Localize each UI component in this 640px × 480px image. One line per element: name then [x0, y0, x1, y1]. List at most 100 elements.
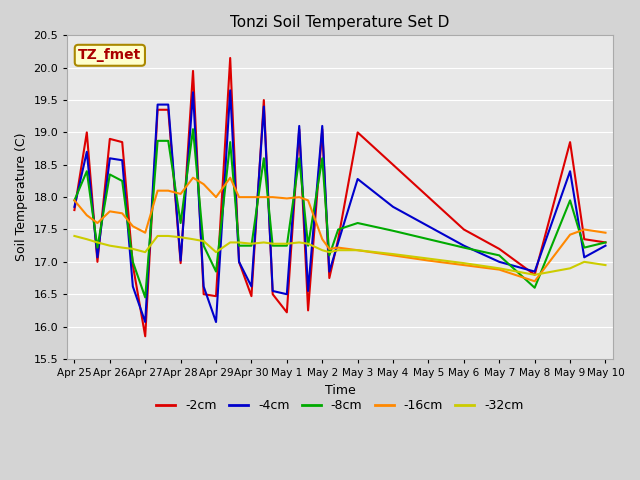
-8cm: [495, 252, 503, 258]
-4cm: [389, 204, 397, 210]
-32cm: [83, 236, 91, 242]
-32cm: [177, 234, 184, 240]
-2cm: [319, 126, 326, 132]
-2cm: [424, 194, 432, 200]
-4cm: [296, 123, 303, 129]
-2cm: [334, 236, 342, 242]
-4cm: [269, 288, 276, 294]
-4cm: [200, 284, 207, 289]
-16cm: [460, 262, 468, 268]
-16cm: [200, 181, 207, 187]
-16cm: [566, 232, 574, 238]
-2cm: [106, 136, 114, 142]
-8cm: [212, 269, 220, 275]
-8cm: [319, 156, 326, 161]
-8cm: [326, 252, 333, 258]
-32cm: [154, 233, 161, 239]
-16cm: [296, 194, 303, 200]
-16cm: [531, 278, 538, 284]
-2cm: [177, 260, 184, 266]
-4cm: [602, 243, 609, 249]
-2cm: [129, 262, 137, 268]
-4cm: [283, 291, 291, 297]
-4cm: [460, 243, 468, 249]
-8cm: [227, 139, 234, 145]
-16cm: [83, 212, 91, 218]
-2cm: [531, 272, 538, 277]
-16cm: [141, 230, 149, 236]
-8cm: [460, 245, 468, 251]
-16cm: [304, 197, 312, 203]
-2cm: [269, 291, 276, 297]
-4cm: [495, 259, 503, 265]
-16cm: [602, 230, 609, 236]
-32cm: [296, 240, 303, 245]
-2cm: [83, 130, 91, 135]
-16cm: [212, 194, 220, 200]
Title: Tonzi Soil Temperature Set D: Tonzi Soil Temperature Set D: [230, 15, 450, 30]
-4cm: [83, 149, 91, 155]
-8cm: [531, 285, 538, 290]
-32cm: [269, 241, 276, 247]
-2cm: [495, 246, 503, 252]
-2cm: [227, 55, 234, 61]
-16cm: [154, 188, 161, 193]
-16cm: [580, 227, 588, 232]
-8cm: [248, 243, 255, 249]
-16cm: [260, 194, 268, 200]
-4cm: [566, 168, 574, 174]
-8cm: [189, 126, 197, 132]
-2cm: [260, 97, 268, 103]
-16cm: [118, 210, 126, 216]
-16cm: [424, 258, 432, 264]
-2cm: [326, 275, 333, 281]
-8cm: [164, 138, 172, 144]
-2cm: [189, 68, 197, 74]
-4cm: [154, 102, 161, 108]
-32cm: [334, 247, 342, 253]
-32cm: [389, 251, 397, 257]
-4cm: [129, 284, 137, 289]
-2cm: [212, 293, 220, 299]
-8cm: [389, 228, 397, 234]
Y-axis label: Soil Temperature (C): Soil Temperature (C): [15, 133, 28, 262]
-2cm: [141, 334, 149, 339]
-32cm: [189, 236, 197, 242]
Line: -8cm: -8cm: [74, 129, 605, 298]
-4cm: [304, 288, 312, 294]
-4cm: [580, 254, 588, 260]
-16cm: [236, 194, 243, 200]
-4cm: [424, 223, 432, 229]
-32cm: [424, 256, 432, 262]
-2cm: [602, 240, 609, 245]
-16cm: [189, 175, 197, 180]
-32cm: [93, 240, 101, 245]
-4cm: [334, 240, 342, 245]
Line: -16cm: -16cm: [74, 178, 605, 281]
X-axis label: Time: Time: [324, 384, 355, 396]
Line: -2cm: -2cm: [74, 58, 605, 336]
-4cm: [93, 254, 101, 260]
-32cm: [212, 249, 220, 255]
-4cm: [118, 157, 126, 163]
-2cm: [248, 293, 255, 299]
-16cm: [164, 188, 172, 193]
-8cm: [269, 243, 276, 249]
-8cm: [200, 243, 207, 249]
-16cm: [326, 246, 333, 252]
-16cm: [248, 194, 255, 200]
-16cm: [269, 194, 276, 200]
-8cm: [70, 197, 78, 203]
-4cm: [248, 284, 255, 289]
-8cm: [154, 138, 161, 144]
Line: -32cm: -32cm: [74, 236, 605, 275]
-2cm: [283, 310, 291, 315]
-8cm: [334, 227, 342, 232]
-2cm: [200, 291, 207, 297]
-16cm: [283, 195, 291, 201]
-16cm: [93, 220, 101, 226]
-8cm: [93, 245, 101, 251]
-2cm: [580, 236, 588, 242]
-32cm: [304, 241, 312, 247]
-4cm: [260, 104, 268, 109]
